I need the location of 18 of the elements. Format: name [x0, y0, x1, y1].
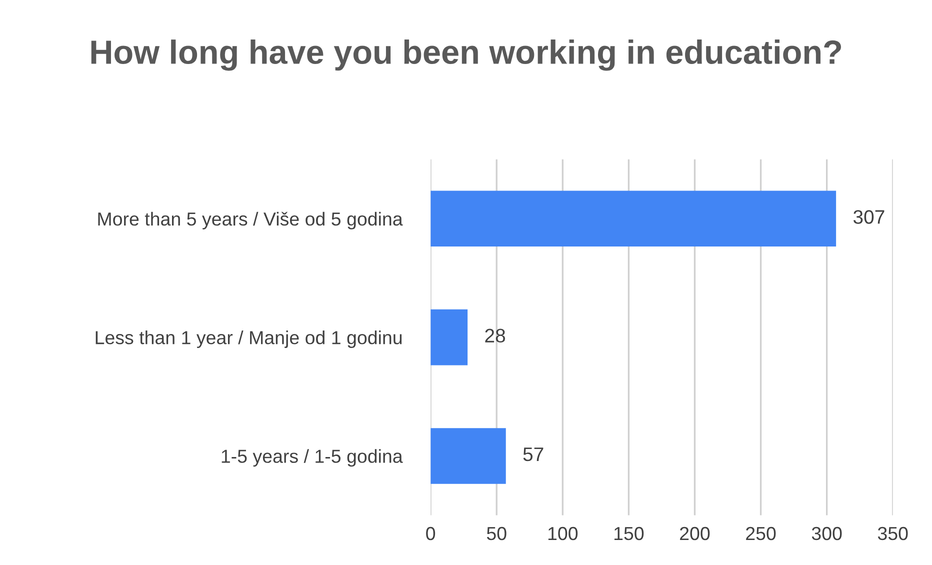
x-tick-label: 50	[486, 526, 506, 540]
x-tick-label: 300	[812, 526, 842, 540]
x-tick-label: 250	[746, 526, 776, 540]
y-tick-label: Less than 1 year / Manje od 1 godinu	[96, 330, 402, 348]
bar	[430, 190, 836, 247]
bar	[430, 309, 468, 366]
data-label: 57	[523, 448, 544, 462]
chart-title: How long have you been working in education?	[91, 40, 841, 71]
x-tick-label: 350	[878, 526, 908, 540]
data-label: 28	[485, 328, 506, 343]
y-tick-label: 1-5 years / 1-5 godina	[222, 449, 403, 467]
y-tick-label: More than 5 years / Više od 5 godina	[98, 212, 403, 230]
data-label: 307	[853, 210, 884, 224]
x-tick-label: 150	[614, 526, 644, 540]
x-tick-label: 200	[680, 526, 710, 540]
x-tick-label: 100	[548, 526, 578, 540]
bar	[430, 428, 506, 484]
x-tick-label: 0	[426, 526, 436, 540]
